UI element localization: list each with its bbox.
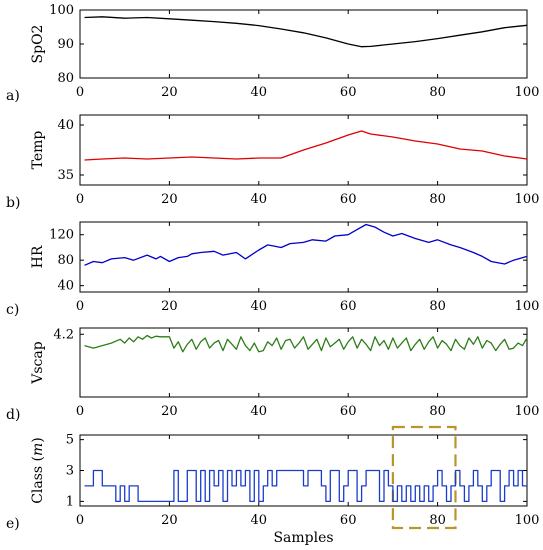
panel-1-xtick-label-0: 0	[76, 85, 84, 100]
panel-5-xtick-label-1: 20	[161, 513, 178, 528]
panel-4-xtick-label-1: 20	[161, 404, 178, 419]
panel-5-xtick-label-2: 40	[251, 513, 268, 528]
panel-2-xtick-label-5: 100	[515, 192, 540, 207]
panel-5-highlight-box	[391, 425, 457, 530]
panel-2-series-line-0	[84, 130, 528, 161]
panel-3-ytick-label-0: 40	[57, 279, 74, 294]
panel-1-ytick-label-2: 100	[49, 3, 74, 18]
panel-1-letter: a)	[6, 88, 20, 104]
panel-2-ytick-label-1: 40	[57, 118, 74, 133]
panel-2-axes-frame	[79, 114, 528, 186]
panel-3-letter: c)	[6, 302, 19, 318]
panel-5-ylabel: Class (m)	[30, 437, 46, 504]
panel-2-xtick-label-0: 0	[76, 192, 84, 207]
panel-4-letter: d)	[6, 407, 20, 423]
panel-3-xtick-label-0: 0	[76, 299, 84, 314]
panel-5-xtick-label-4: 80	[429, 513, 446, 528]
panel-5-xtick-label-3: 60	[340, 513, 357, 528]
panel-5-series-line-0	[84, 469, 527, 503]
panel-4-ytick-label-0: 4.2	[53, 327, 74, 342]
panel-3-xtick-label-4: 80	[429, 299, 446, 314]
panel-2-letter: b)	[6, 195, 20, 211]
panel-1-xtick-label-1: 20	[161, 85, 178, 100]
panel-1-xtick-label-4: 80	[429, 85, 446, 100]
panel-3-ytick-label-2: 120	[49, 228, 74, 243]
panel-3-series-line-0	[84, 223, 528, 266]
panel-3-ylabel: HR	[30, 245, 46, 268]
panel-4-xtick-label-4: 80	[429, 404, 446, 419]
panel-5-letter: e)	[6, 516, 20, 532]
panel-5-xtick-label-5: 100	[515, 513, 540, 528]
panel-1-xtick-label-3: 60	[340, 85, 357, 100]
panel-4-xtick-label-0: 0	[76, 404, 84, 419]
panel-1-ytick-label-1: 90	[57, 37, 74, 52]
panel-4-axes-frame	[79, 327, 528, 398]
panel-5-xtick-label-0: 0	[76, 513, 84, 528]
panel-1-ylabel: SpO2	[30, 25, 46, 64]
panel-3-xtick-label-3: 60	[340, 299, 357, 314]
panel-5-ytick-label-1: 3	[66, 464, 74, 479]
panel-1-xtick-label-2: 40	[251, 85, 268, 100]
panel-1-series-line-0	[84, 16, 528, 48]
panel-2-ytick-label-0: 35	[57, 168, 74, 183]
panel-4-xtick-label-3: 60	[340, 404, 357, 419]
panel-4-xtick-label-2: 40	[251, 404, 268, 419]
panel-2-xtick-label-2: 40	[251, 192, 268, 207]
panel-3-xtick-label-2: 40	[251, 299, 268, 314]
panel-5-ytick-label-2: 5	[66, 433, 74, 448]
panel-2-xtick-label-4: 80	[429, 192, 446, 207]
panel-3-xtick-label-5: 100	[515, 299, 540, 314]
panel-4-ylabel: Vscap	[30, 341, 46, 384]
panel-2-xtick-label-1: 20	[161, 192, 178, 207]
panel-3-ytick-label-1: 80	[57, 253, 74, 268]
panel-2-xtick-label-3: 60	[340, 192, 357, 207]
panel-3-axes-frame	[79, 221, 528, 293]
panel-3-xtick-label-1: 20	[161, 299, 178, 314]
panel-5-ytick-label-0: 1	[66, 494, 74, 509]
panel-2-ylabel: Temp	[30, 131, 46, 170]
panel-4-xtick-label-5: 100	[515, 404, 540, 419]
panel-1-axes-frame	[79, 9, 528, 79]
panel-1-ytick-label-0: 80	[57, 71, 74, 86]
panel-5-xlabel: Samples	[273, 530, 333, 546]
panel-1-xtick-label-5: 100	[515, 85, 540, 100]
panel-4-series-line-0	[84, 334, 528, 353]
